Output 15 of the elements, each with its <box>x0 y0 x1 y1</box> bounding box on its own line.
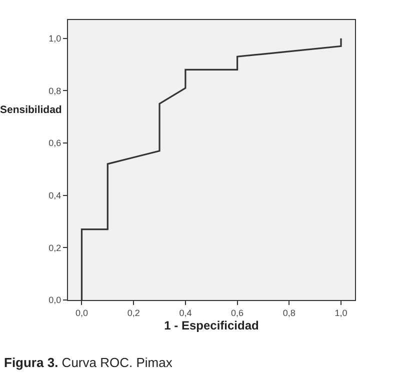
x-tick-label: 0,8 <box>282 308 296 318</box>
x-axis-title: 1 - Especificidad <box>164 318 259 333</box>
x-tick-label: 0,6 <box>231 308 244 318</box>
text: Figura 3. Curva ROC. Pimax <box>4 355 173 370</box>
x-tick-label: 1,0 <box>334 308 348 318</box>
x-tick-label: 0,2 <box>127 308 140 318</box>
y-tick-label: 0,8 <box>48 86 62 96</box>
x-tick-label: 0,4 <box>179 308 192 318</box>
y-tick-label: 0,4 <box>48 190 62 200</box>
y-tick-label: 1,0 <box>48 33 62 44</box>
x-tick-label: 0,0 <box>75 308 88 318</box>
y-tick-label: 0,2 <box>48 242 62 253</box>
y-axis-title: Sensibilidad <box>0 104 62 116</box>
y-tick-label: 0,6 <box>48 138 62 148</box>
y-tick-label: 0,0 <box>48 295 62 306</box>
